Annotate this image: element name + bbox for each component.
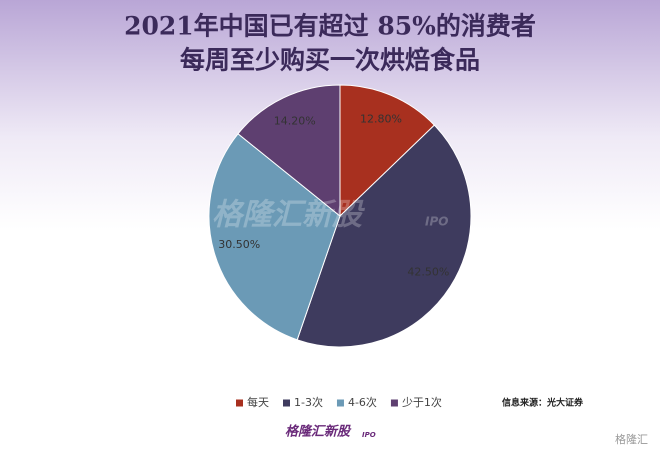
legend-text: 1-3次 (294, 395, 323, 409)
watermark: 格隆汇新股 (212, 198, 365, 233)
footer-logo: 格隆汇新股 (285, 424, 352, 440)
pie-slice (339, 84, 436, 218)
footer-logo-sub: IPO (362, 431, 376, 439)
slice-label: 42.50% (407, 265, 449, 278)
pie (208, 84, 472, 348)
legend-swatch (283, 399, 290, 407)
corner-mark: 格隆汇 (615, 432, 648, 446)
legend-swatch (390, 399, 398, 407)
slice-label: 14.20% (274, 114, 316, 127)
slice-label: 30.50% (218, 238, 260, 251)
title-line: 2021年中国已有超过 85%的消费者 (124, 12, 536, 41)
legend-text: 每天 (247, 395, 269, 409)
legend-swatch (236, 399, 243, 407)
watermark-sub: IPO (425, 215, 448, 229)
slice-label: 12.80% (360, 113, 402, 126)
legend-swatch (336, 399, 344, 407)
pie-slice (237, 84, 341, 218)
title-line: 每周至少购买一次烘焙食品 (180, 46, 480, 75)
legend-text: 少于1次 (402, 395, 442, 409)
pie-slice (208, 133, 341, 341)
source: 信息来源：光大证券 (502, 397, 584, 409)
legend-text: 4-6次 (348, 395, 377, 409)
pie-slice (296, 124, 472, 348)
